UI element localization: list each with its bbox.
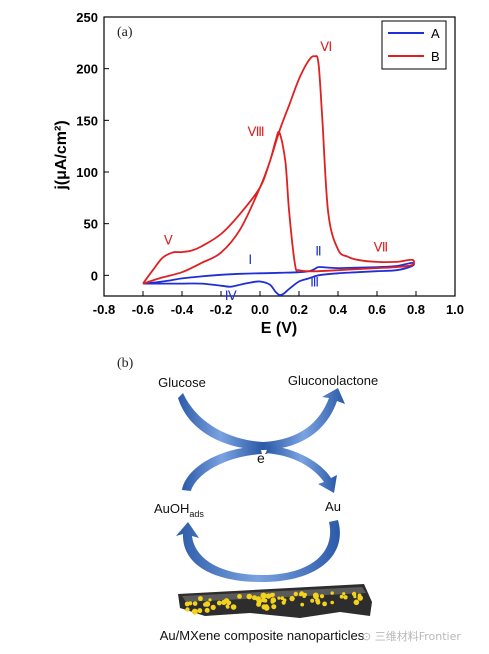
gold-nanoparticle [269,592,274,598]
x-tick-label: -0.6 [132,302,154,317]
peak-label: Ⅱ [315,244,321,259]
gold-nanoparticles [184,591,364,615]
series-line-b [142,55,415,285]
y-axis-title: j(μA/cm²) [53,120,70,190]
gold-nanoparticle [330,600,335,605]
peak-label: Ⅵ [320,39,332,54]
gold-nanoparticle [198,609,202,614]
gold-nanoparticle [203,602,208,607]
gold-nanoparticle [293,591,298,597]
x-tick-label: 0.2 [290,302,308,317]
peak-label: Ⅰ [248,252,252,267]
gold-nanoparticle [223,598,230,604]
gold-nanoparticle [246,593,253,600]
gold-nanoparticle [330,591,334,595]
electron-label: e- [257,448,268,466]
legend-box [381,20,447,70]
gold-nanoparticle [271,604,277,610]
y-tick-label: 0 [91,268,98,283]
gold-nanoparticle [281,600,286,605]
gold-nanoparticle [343,595,348,600]
peak-label: Ⅴ [164,232,173,247]
gold-nanoparticle [198,597,203,601]
cv-chart: (a) -0.8 -0.6 -0.4 -0.2 0.0 0.2 0.4 0.6 0.8 1.0 0 5… [53,10,464,337]
gold-nanoparticle [339,594,344,599]
y-tick-label: 200 [76,62,98,77]
gold-nanoparticle [319,594,325,599]
gold-nanoparticle [191,608,198,615]
gold-nanoparticle [230,604,237,610]
gold-nanoparticle [204,607,210,613]
gold-nanoparticle [353,595,357,599]
x-tick-label: 1.0 [446,302,464,317]
peak-label: Ⅳ [225,288,237,303]
plot-axes: -0.8 -0.6 -0.4 -0.2 0.0 0.2 0.4 0.6 0.8 1.0 0 50 100… [76,10,464,317]
x-tick-label: -0.8 [93,302,115,317]
au-label: Au [325,499,341,514]
panel-b-label: (b) [117,356,134,371]
gold-nanoparticle [358,596,363,601]
gold-nanoparticle [252,595,257,601]
gold-nanoparticle [310,598,315,603]
loop-arrow-au-to-auoh [176,520,340,582]
y-tick-label: 50 [84,217,98,232]
gold-nanoparticle [313,593,319,600]
legend-label-a: A [431,26,440,41]
gluconolactone-label: Gluconolactone [288,373,378,388]
gold-nanoparticle [322,601,327,607]
legend-label-b: B [431,49,440,64]
gold-nanoparticle [185,607,190,612]
x-tick-label: 0.8 [407,302,425,317]
plot-series [142,55,415,297]
series-line-a [142,262,415,297]
gold-nanoparticle [260,592,267,599]
gold-nanoparticle [208,598,212,602]
gold-nanoparticle [280,596,285,600]
peak-labels: Ⅰ Ⅱ Ⅲ Ⅳ Ⅴ Ⅵ Ⅶ Ⅷ [164,39,388,303]
plot-frame [103,16,456,297]
arc-arrow-au [266,445,337,493]
arc-arrow-auoh [182,446,262,491]
gold-nanoparticle [184,601,190,607]
gold-nanoparticle [315,600,321,605]
x-tick-label: 0.4 [329,302,348,317]
gold-nanoparticle [342,592,346,596]
arc-arrow-glucose [178,393,263,450]
peak-label: Ⅲ [310,275,319,290]
gold-nanoparticle [237,594,242,599]
y-tick-label: 150 [76,113,98,128]
x-tick-label: 0.0 [251,302,269,317]
x-axis-title: E (V) [261,320,297,337]
x-tick-label: -0.2 [210,302,232,317]
gold-nanoparticle [277,596,281,600]
gold-nanoparticle [300,602,305,607]
peak-label: Ⅷ [248,124,265,139]
y-tick-label: 250 [76,10,98,25]
gold-nanoparticle [210,604,216,610]
gold-nanoparticle [299,592,303,597]
y-tick-label: 100 [76,165,98,180]
panel-a-label: (a) [117,25,133,40]
gold-nanoparticle [289,595,295,602]
gold-nanoparticle [256,599,262,605]
gold-nanoparticle [225,605,230,609]
gold-nanoparticle [270,597,277,603]
x-tick-label: -0.4 [171,302,194,317]
gold-nanoparticle [261,597,266,603]
auoh-label: AuOHads [154,501,204,519]
gold-nanoparticle [192,601,198,606]
legend: A B [381,20,447,70]
arc-arrow-gluconolactone [263,388,345,450]
gold-nanoparticle [261,604,267,610]
watermark: ⊙ 三维材料Frontier [362,630,461,643]
gold-nanoparticle [353,599,360,606]
x-tick-label: 0.6 [368,302,386,317]
gold-nanoparticle [216,600,222,606]
peak-label: Ⅶ [374,240,389,255]
glucose-label: Glucose [158,375,206,390]
composite-caption: Au/MXene composite nanoparticles [160,628,365,643]
gold-nanoparticle [303,592,307,597]
mechanism-diagram: (b) Glucose Gluconolactone e- Au AuOHads… [117,356,378,643]
